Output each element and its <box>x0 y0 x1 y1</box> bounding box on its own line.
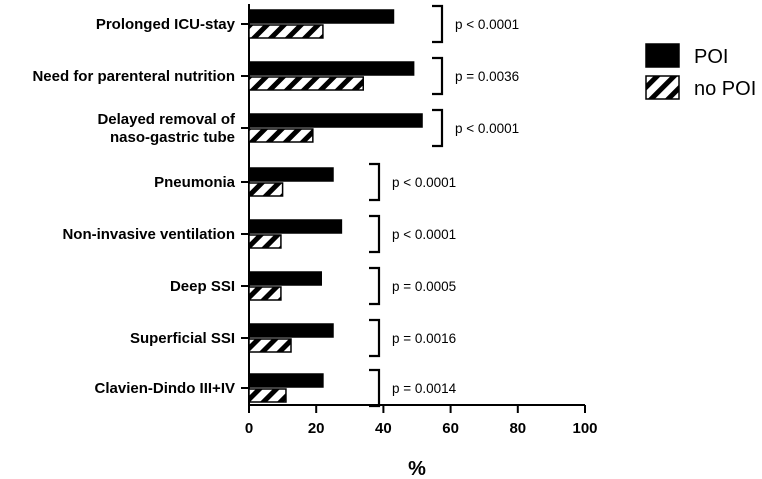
bar-poi <box>248 271 322 286</box>
bar-poi <box>248 9 395 24</box>
category-label: Non-invasive ventilation <box>62 226 235 243</box>
p-value-label: p = 0.0014 <box>392 381 457 396</box>
x-tick-label: 80 <box>509 420 526 437</box>
bar-poi <box>248 323 334 338</box>
significance-bracket <box>369 318 381 358</box>
legend-swatch-poi <box>645 43 680 68</box>
bar-poi <box>248 167 334 182</box>
category-label: naso-gastric tube <box>110 129 235 146</box>
x-tick-label: 0 <box>245 420 253 437</box>
legend: POI no POI <box>645 43 756 100</box>
bar-no-poi <box>248 182 284 197</box>
significance-bracket <box>432 4 444 44</box>
x-tick-label: 40 <box>375 420 392 437</box>
category-labels: Prolonged ICU-stay Need for parenteral nu… <box>32 16 236 397</box>
x-tick-label: 100 <box>572 420 597 437</box>
category-label: Delayed removal of <box>97 111 236 128</box>
bar-no-poi <box>248 286 282 301</box>
bar-poi <box>248 61 415 76</box>
significance-bracket <box>369 214 381 254</box>
p-value-label: p < 0.0001 <box>455 17 519 32</box>
x-tick-label: 20 <box>308 420 325 437</box>
bar-no-poi <box>248 128 314 143</box>
p-value-label: p < 0.0001 <box>392 227 456 242</box>
p-value-label: p = 0.0005 <box>392 279 456 294</box>
category-label: Pneumonia <box>154 174 236 191</box>
significance-bracket <box>369 162 381 202</box>
p-value-label: p = 0.0036 <box>455 69 519 84</box>
p-value-label: p < 0.0001 <box>455 121 519 136</box>
bar-poi <box>248 373 324 388</box>
category-label: Superficial SSI <box>130 330 235 347</box>
p-value-label: p < 0.0001 <box>392 175 456 190</box>
legend-swatch-no-poi <box>645 75 680 100</box>
legend-label-poi: POI <box>694 46 728 68</box>
bar-no-poi <box>248 234 282 249</box>
axes: 0 20 40 60 80 100% <box>241 4 598 479</box>
significance-bracket <box>432 56 444 96</box>
bar-no-poi <box>248 338 292 353</box>
category-label: Deep SSI <box>170 278 235 295</box>
legend-label-no-poi: no POI <box>694 78 756 100</box>
category-label: Need for parenteral nutrition <box>32 68 235 85</box>
bars <box>248 9 423 403</box>
category-label: Clavien-Dindo III+IV <box>95 380 235 397</box>
significance-bracket <box>432 108 444 148</box>
bar-poi <box>248 113 423 128</box>
category-label: Prolonged ICU-stay <box>96 16 236 33</box>
significance-bracket <box>369 266 381 306</box>
bar-no-poi <box>248 76 364 91</box>
p-value-annotations: p < 0.0001 p = 0.0036 p < 0.0001 p < 0.0001… <box>369 4 519 408</box>
significance-bracket <box>369 368 381 408</box>
bar-no-poi <box>248 24 324 39</box>
bar-no-poi <box>248 388 287 403</box>
bar-poi <box>248 219 343 234</box>
x-tick-label: 60 <box>442 420 459 437</box>
p-value-label: p = 0.0016 <box>392 331 456 346</box>
x-axis-title: % <box>408 458 426 479</box>
